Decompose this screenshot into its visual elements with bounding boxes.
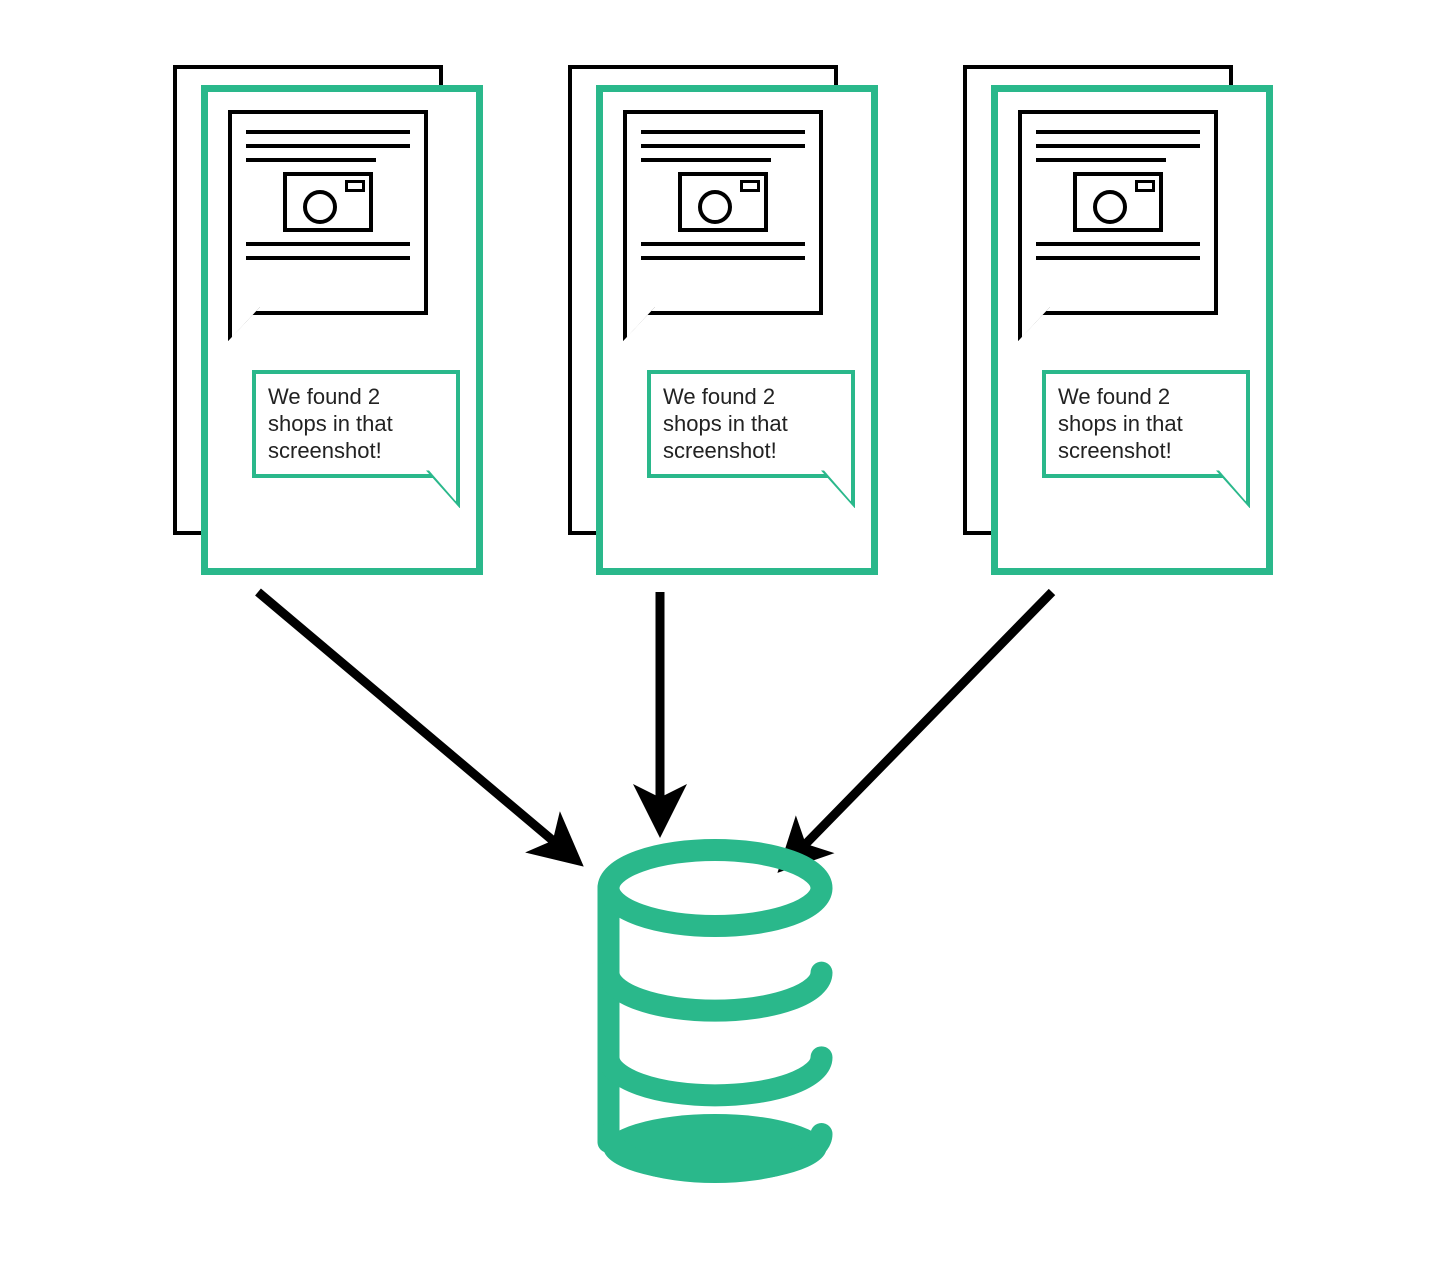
camera-icon <box>1073 172 1163 232</box>
arrow-left <box>258 592 570 855</box>
reply-bubble: We found 2 shops in that screenshot! <box>1042 370 1250 478</box>
arrow-right <box>790 592 1052 860</box>
document-bubble <box>228 110 428 315</box>
phone-group-center: We found 2 shops in that screenshot! <box>568 65 888 615</box>
reply-text: We found 2 shops in that screenshot! <box>268 384 393 463</box>
phone-front: We found 2 shops in that screenshot! <box>201 85 483 575</box>
diagram-root: We found 2 shops in that screenshot! <box>0 0 1456 1280</box>
phone-front: We found 2 shops in that screenshot! <box>596 85 878 575</box>
reply-text: We found 2 shops in that screenshot! <box>1058 384 1183 463</box>
document-bubble <box>623 110 823 315</box>
reply-text: We found 2 shops in that screenshot! <box>663 384 788 463</box>
camera-icon <box>678 172 768 232</box>
phone-group-left: We found 2 shops in that screenshot! <box>173 65 493 615</box>
document-bubble <box>1018 110 1218 315</box>
reply-bubble: We found 2 shops in that screenshot! <box>252 370 460 478</box>
phone-group-right: We found 2 shops in that screenshot! <box>963 65 1283 615</box>
reply-bubble: We found 2 shops in that screenshot! <box>647 370 855 478</box>
phones-row: We found 2 shops in that screenshot! <box>0 65 1456 615</box>
database-icon <box>604 850 827 1182</box>
camera-icon <box>283 172 373 232</box>
phone-front: We found 2 shops in that screenshot! <box>991 85 1273 575</box>
